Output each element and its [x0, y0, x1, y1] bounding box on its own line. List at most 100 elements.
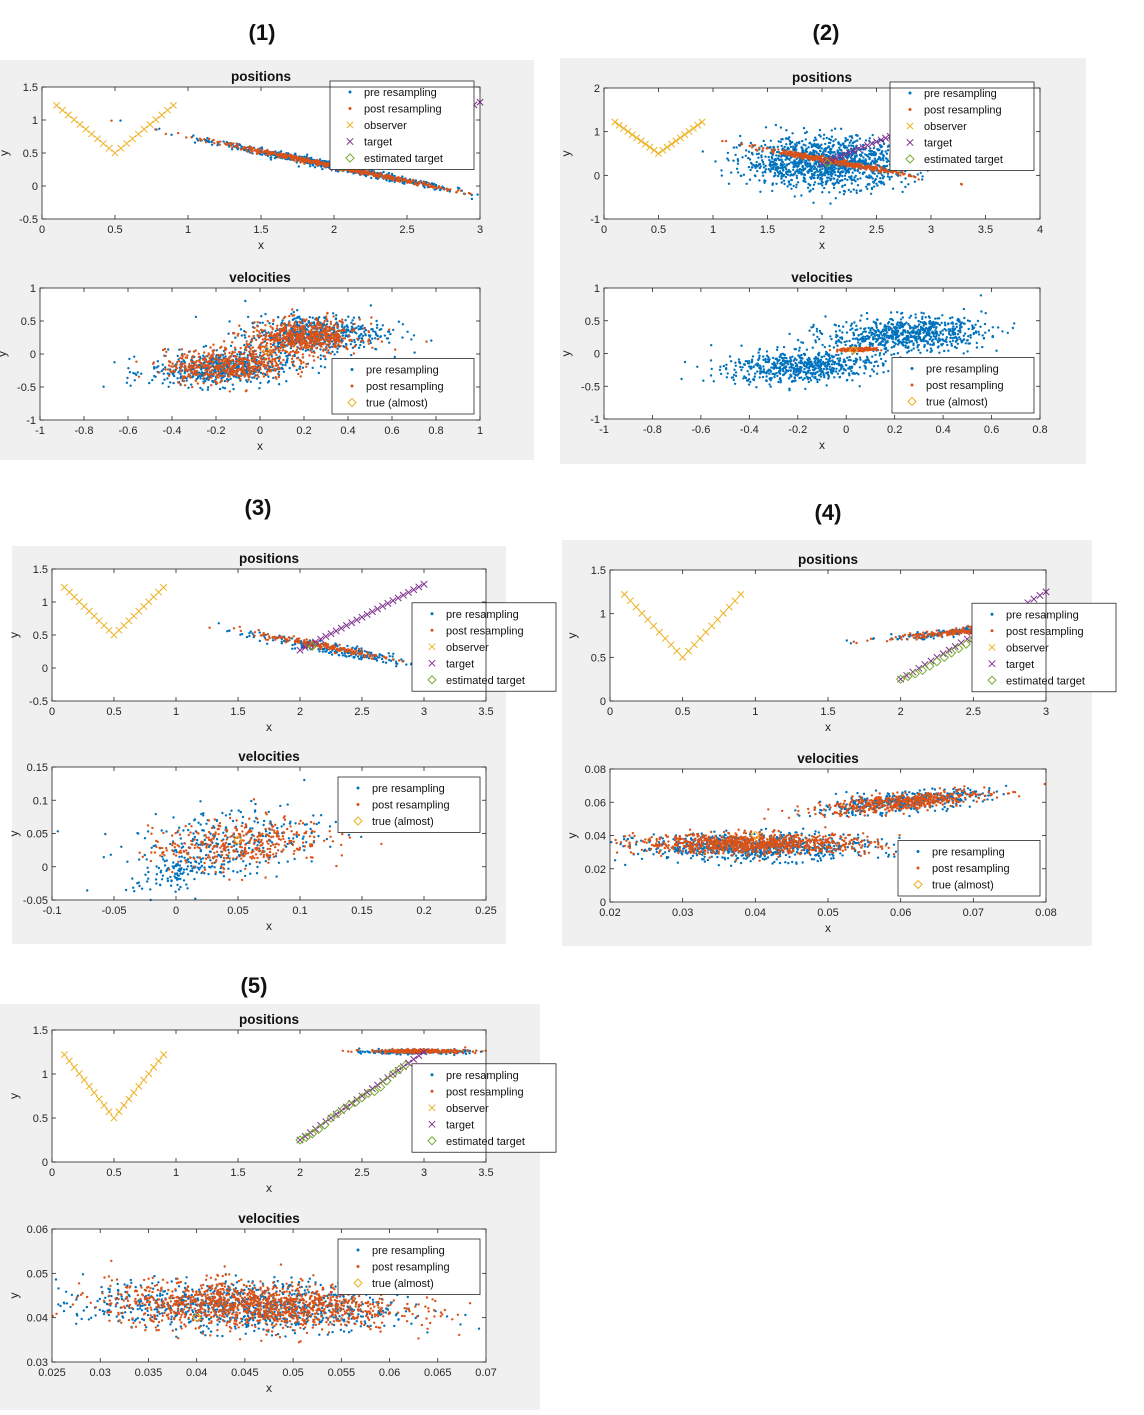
x-tick-label: 1: [710, 224, 716, 236]
pre-resampling-point: [769, 146, 771, 148]
post-resampling-point: [248, 368, 250, 370]
pre-resampling-point: [811, 173, 813, 175]
post-resampling-point: [299, 344, 301, 346]
pre-resampling-point: [804, 163, 806, 165]
post-resampling-point: [257, 356, 259, 358]
post-resampling-point: [272, 334, 274, 336]
post-resampling-point: [232, 332, 234, 334]
pre-resampling-point: [259, 382, 261, 384]
post-resampling-point: [329, 337, 331, 339]
pre-resampling-point: [312, 317, 314, 319]
pre-resampling-point: [857, 160, 859, 162]
pre-resampling-point: [883, 183, 885, 185]
post-resampling-point: [262, 345, 264, 347]
pre-resampling-point: [871, 188, 873, 190]
legend-marker-post: [349, 107, 352, 110]
post-resampling-point: [266, 365, 268, 367]
post-resampling-point: [193, 367, 195, 369]
pre-resampling-point: [796, 175, 798, 177]
x-tick-label: -0.2: [207, 425, 226, 437]
pre-resampling-point: [904, 177, 906, 179]
pre-resampling-point: [809, 151, 811, 153]
pre-resampling-point: [868, 153, 870, 155]
pre-resampling-point: [357, 325, 359, 327]
post-resampling-point: [217, 364, 219, 366]
pre-resampling-point: [770, 164, 772, 166]
pre-resampling-point: [785, 138, 787, 140]
pre-resampling-point: [859, 177, 861, 179]
legend-marker-pre: [349, 91, 352, 94]
post-resampling-point: [751, 146, 753, 148]
pre-resampling-point: [854, 155, 856, 157]
post-resampling-point: [821, 155, 823, 157]
pre-resampling-point: [170, 134, 172, 136]
pre-resampling-point: [318, 372, 320, 374]
pre-resampling-point: [167, 348, 169, 350]
pre-resampling-point: [838, 168, 840, 170]
pre-resampling-point: [127, 367, 129, 369]
post-resampling-point: [224, 349, 226, 351]
pre-resampling-point: [831, 129, 833, 131]
pre-resampling-point: [790, 146, 792, 148]
post-resampling-point: [208, 353, 210, 355]
pre-resampling-point: [884, 165, 886, 167]
post-resampling-point: [292, 315, 294, 317]
pre-resampling-point: [866, 188, 868, 190]
post-resampling-point: [181, 348, 183, 350]
post-resampling-point: [179, 383, 181, 385]
pre-resampling-point: [244, 336, 246, 338]
pre-resampling-point: [335, 314, 337, 316]
post-resampling-point: [177, 381, 179, 383]
post-resampling-point: [305, 366, 307, 368]
pre-resampling-point: [284, 364, 286, 366]
pre-resampling-point: [743, 174, 745, 176]
post-resampling-point: [468, 192, 470, 194]
pre-resampling-point: [757, 157, 759, 159]
pre-resampling-point: [891, 176, 893, 178]
post-resampling-point: [326, 351, 328, 353]
post-resampling-point: [246, 340, 248, 342]
post-resampling-point: [460, 190, 462, 192]
post-resampling-point: [341, 319, 343, 321]
x-tick-label: 2: [331, 224, 337, 236]
post-resampling-point: [337, 333, 339, 335]
post-resampling-point: [257, 371, 259, 373]
pre-resampling-point: [874, 158, 876, 160]
legend-label-pre: pre resampling: [366, 365, 439, 377]
post-resampling-point: [310, 335, 312, 337]
pre-resampling-point: [765, 165, 767, 167]
post-resampling-point: [313, 359, 315, 361]
post-resampling-point: [265, 339, 267, 341]
post-resampling-point: [284, 325, 286, 327]
post-resampling-point: [390, 177, 392, 179]
post-resampling-point: [245, 349, 247, 351]
post-resampling-point: [325, 343, 327, 345]
post-resampling-point: [268, 369, 270, 371]
pre-resampling-point: [771, 157, 773, 159]
pre-resampling-point: [819, 169, 821, 171]
post-resampling-point: [310, 329, 312, 331]
pre-resampling-point: [804, 132, 806, 134]
post-resampling-point: [245, 331, 247, 333]
post-resampling-point: [297, 339, 299, 341]
pre-resampling-point: [810, 167, 812, 169]
post-resampling-point: [313, 352, 315, 354]
pre-resampling-point: [879, 157, 881, 159]
post-resampling-point: [370, 316, 372, 318]
pre-resampling-point: [878, 181, 880, 183]
pre-resampling-point: [799, 168, 801, 170]
post-resampling-point: [299, 157, 301, 159]
post-resampling-point: [283, 345, 285, 347]
post-resampling-point: [181, 357, 183, 359]
legend-label-post: post resampling: [364, 104, 442, 116]
pre-resampling-point: [281, 319, 283, 321]
post-resampling-point: [230, 142, 232, 144]
post-resampling-point: [281, 349, 283, 351]
pre-resampling-point: [157, 360, 159, 362]
post-resampling-point: [310, 322, 312, 324]
post-resampling-point: [309, 161, 311, 163]
pre-resampling-point: [819, 150, 821, 152]
post-resampling-point: [213, 367, 215, 369]
post-resampling-point: [266, 350, 268, 352]
pre-resampling-point: [157, 365, 159, 367]
